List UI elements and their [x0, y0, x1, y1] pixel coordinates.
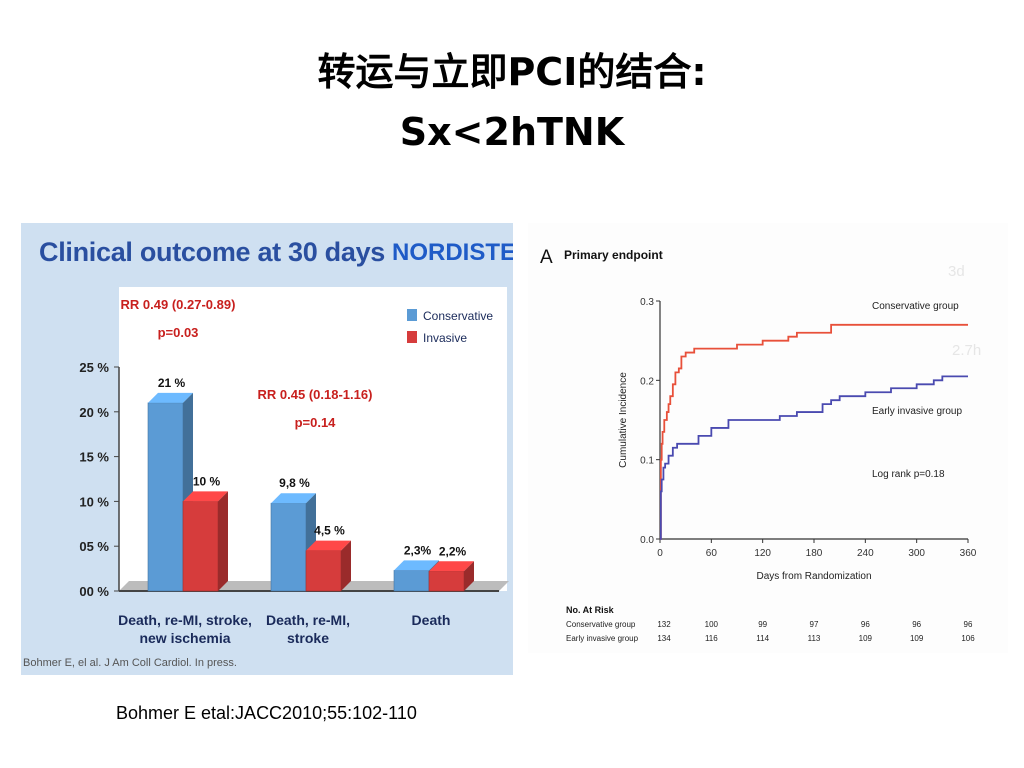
at-risk-value: 109	[859, 634, 873, 643]
km-x-tick-label: 240	[857, 548, 874, 559]
slide-title-line-2: Sx<2hTNK	[399, 110, 625, 154]
bar-top-invasive-2	[429, 561, 474, 572]
data-label: 4,5 %	[314, 524, 345, 538]
km-x-tick-label: 360	[960, 548, 977, 559]
data-label: 21 %	[158, 376, 186, 390]
bar-top-invasive-1	[306, 540, 351, 551]
bar-top-invasive-0	[183, 491, 228, 502]
at-risk-value: 96	[861, 620, 870, 629]
bar-chart-title: Clinical outcome at 30 days	[39, 237, 386, 267]
data-label: 2,2%	[439, 544, 467, 558]
category-label: Death, re-MI,	[266, 612, 350, 628]
bar-side-invasive-0	[218, 491, 228, 591]
trial-name: NORDISTEM	[392, 239, 513, 266]
at-risk-value: 100	[705, 620, 719, 629]
km-chart-panel	[528, 223, 1008, 653]
km-line-1	[659, 375, 968, 540]
y-tick-label: 20 %	[79, 405, 109, 420]
y-tick-label: 25 %	[79, 360, 109, 375]
data-label: 9,8 %	[279, 476, 310, 490]
bar-conservative-1	[270, 502, 307, 592]
slide-title: 转运与立即PCI的结合: Sx<2hTNK	[0, 42, 1024, 162]
km-line-0	[659, 323, 968, 540]
panel-label: A	[540, 247, 553, 268]
at-risk-value: 96	[964, 620, 973, 629]
bar-top-conservative-1	[271, 493, 316, 504]
p-value-annotation: p=0.14	[295, 415, 337, 430]
legend-label-conservative: Conservative	[423, 309, 493, 323]
km-x-tick-label: 60	[706, 548, 718, 559]
at-risk-value: 99	[758, 620, 767, 629]
faint-label-3d: 3d	[948, 263, 965, 280]
data-label: 2,3%	[404, 543, 432, 557]
at-risk-value: 134	[657, 634, 671, 643]
km-x-tick-label: 180	[806, 548, 823, 559]
km-y-label: Cumulative Incidence	[618, 372, 629, 468]
bar-conservative-0	[147, 402, 184, 592]
p-value-annotation: p=0.03	[158, 325, 199, 340]
y-tick-label: 00 %	[79, 584, 109, 599]
rr-annotation: RR 0.49 (0.27-0.89)	[121, 297, 236, 312]
legend-swatch-conservative	[407, 309, 417, 321]
legend-label-invasive: Invasive	[423, 331, 467, 345]
y-tick-label: 15 %	[79, 450, 109, 465]
bar-invasive-0	[182, 501, 219, 592]
bar-top-conservative-0	[148, 392, 193, 403]
faint-label-2-7h: 2.7h	[952, 342, 981, 359]
at-risk-value: 114	[756, 634, 769, 643]
at-risk-value: 116	[705, 634, 718, 643]
km-annotation: Log rank p=0.18	[872, 469, 945, 480]
data-label: 10 %	[193, 474, 221, 488]
at-risk-value: 113	[808, 634, 821, 643]
category-label: Death, re-MI, stroke,	[118, 612, 252, 628]
km-y-tick-label: 0.3	[640, 297, 654, 308]
km-x-tick-label: 120	[754, 548, 771, 559]
at-risk-value: 96	[912, 620, 921, 629]
bar-side-invasive-1	[341, 540, 351, 591]
bar-invasive-1	[305, 550, 342, 592]
km-x-tick-label: 300	[908, 548, 925, 559]
km-x-tick-label: 0	[657, 548, 663, 559]
category-label: Death	[412, 612, 451, 628]
km-series-label-conservative: Conservative group	[872, 301, 959, 312]
rr-annotation: RR 0.45 (0.18-1.16)	[258, 387, 373, 402]
at-risk-group: Conservative group	[566, 620, 636, 629]
at-risk-value: 97	[810, 620, 819, 629]
km-y-tick-label: 0.2	[640, 376, 654, 387]
at-risk-title: No. At Risk	[566, 605, 615, 615]
y-tick-label: 10 %	[79, 494, 109, 509]
bar-top-conservative-2	[394, 560, 439, 571]
km-title: Primary endpoint	[564, 248, 663, 262]
km-y-tick-label: 0.1	[640, 456, 654, 467]
at-risk-value: 106	[961, 634, 975, 643]
slide-title-line-1: 转运与立即PCI的结合:	[317, 50, 707, 94]
at-risk-value: 132	[657, 620, 671, 629]
bar-invasive-2	[428, 570, 465, 592]
bar-conservative-2	[393, 570, 430, 592]
category-label: stroke	[287, 630, 329, 646]
km-chart: A Primary endpoint 0.0 0.1 0.2 0.3 0 60 120 180 24…	[540, 247, 981, 643]
km-y-tick-label: 0.0	[640, 535, 654, 546]
category-label: new ischemia	[139, 630, 230, 646]
bar-side-invasive-2	[464, 561, 474, 591]
km-series-label-invasive: Early invasive group	[872, 406, 962, 417]
bar-chart-citation: Bohmer E, el al. J Am Coll Cardiol. In p…	[23, 657, 237, 669]
y-tick-label: 05 %	[79, 539, 109, 554]
at-risk-group: Early invasive group	[566, 634, 639, 643]
bar-chart: 00 % 05 % 10 % 15 % 20 % 25 % 21 % 10 % Death, r…	[79, 287, 509, 646]
km-x-label: Days from Randomization	[756, 571, 871, 582]
legend-swatch-invasive	[407, 331, 417, 343]
reference-caption: Bohmer E etal:JACC2010;55:102-110	[116, 703, 417, 723]
at-risk-value: 109	[910, 634, 924, 643]
